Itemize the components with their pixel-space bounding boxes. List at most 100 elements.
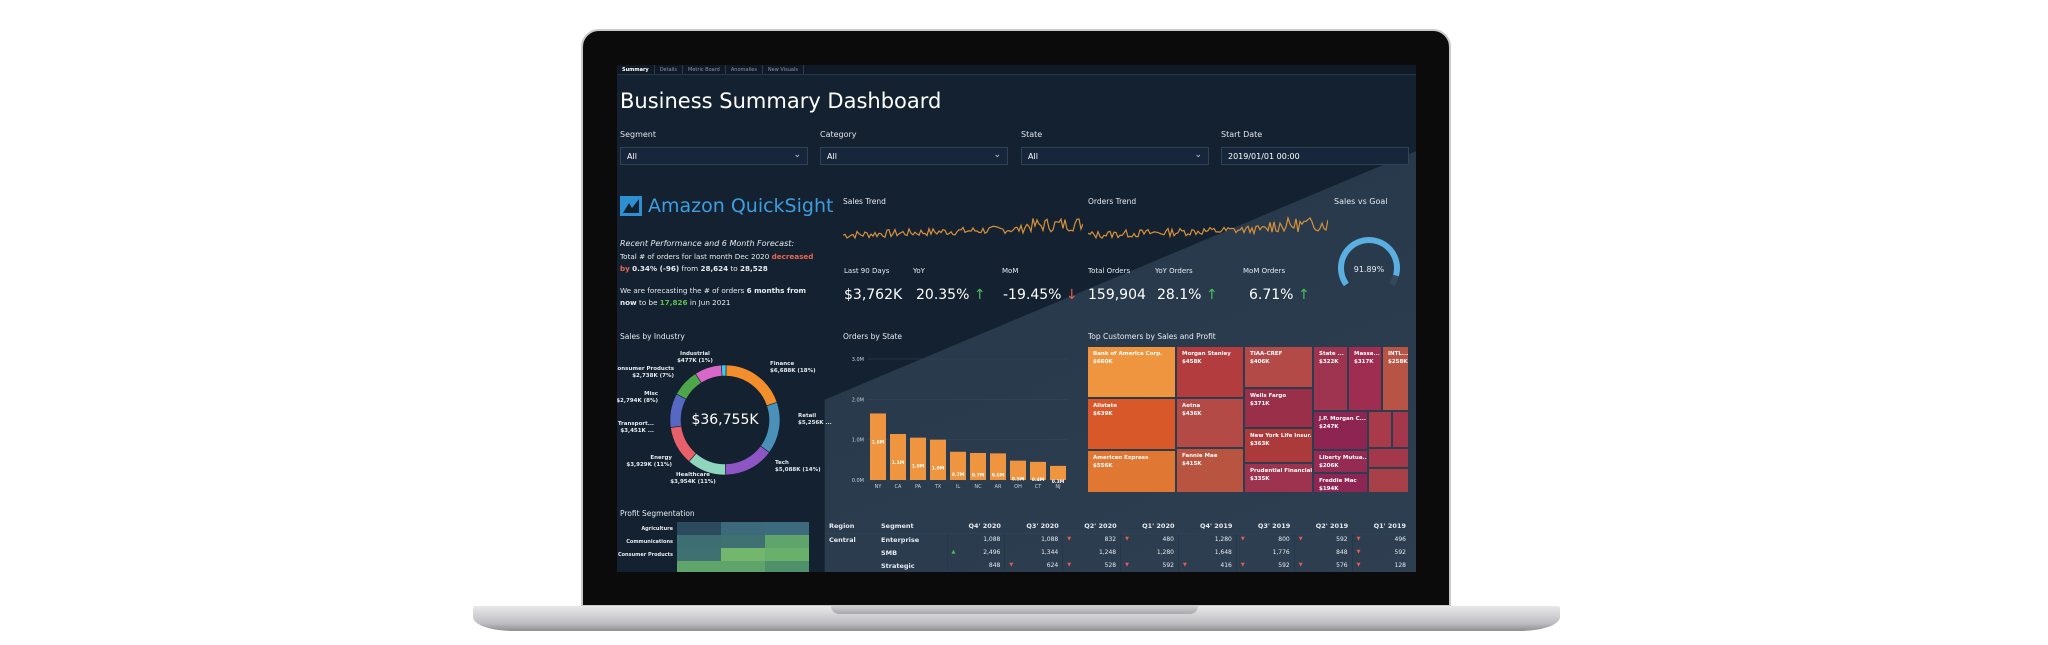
kpi-label: YoY [913, 267, 925, 275]
industry-value: $3,929K (11%) [626, 462, 672, 468]
kpi-label: Last 90 Days [844, 267, 890, 275]
table-row: SMB ▲ 2,496 1,344 1,248 1,280 1,648 1,776 848 ▼ 59… [825, 546, 1410, 559]
customer-sales: $322K [1319, 358, 1339, 365]
start-date-input[interactable]: 2019/01/01 00:00 [1221, 147, 1409, 165]
treemap-cell[interactable]: Wells Fargo $371K [1245, 389, 1312, 427]
bar-IL[interactable] [950, 451, 966, 480]
treemap-cell[interactable] [1369, 469, 1408, 492]
column-header[interactable]: Q2' 2019 [1294, 519, 1353, 534]
customer-name: J.P. Morgan C... [1319, 416, 1366, 422]
treemap-cell[interactable]: Liberty Mutua... $206K [1314, 451, 1367, 472]
heatmap-cell[interactable] [677, 522, 721, 535]
column-header[interactable]: Region [825, 519, 877, 534]
state-value: All [1028, 152, 1038, 161]
bar-CT[interactable] [1030, 461, 1046, 480]
kpi-label: MoM Orders [1243, 267, 1286, 275]
treemap-cell[interactable]: Massa... $317K [1349, 347, 1381, 410]
treemap-cell[interactable] [1369, 412, 1391, 447]
customer-sales: $639K [1093, 410, 1113, 417]
bar-NJ[interactable] [1050, 465, 1066, 480]
customer-sales: $194K [1319, 485, 1339, 492]
state-dropdown[interactable]: All ⌄ [1021, 147, 1209, 165]
heatmap-cell[interactable] [721, 522, 765, 535]
arrow-up-icon: ↑ [1297, 287, 1310, 303]
donut-label: Industrial $477K (1%) [655, 351, 735, 365]
donut-slice-4[interactable] [670, 425, 697, 462]
table-row: Strategic 848 ▼ 624 ▼ 528 ▼ 592 ▼ 416 ▼ 592 ▼ 576 ▼ 128 [825, 559, 1410, 572]
heatmap-row-label: Consumer Products [617, 552, 673, 558]
top-customers-title: Top Customers by Sales and Profit [1088, 332, 1216, 341]
treemap-cell[interactable]: Morgan Stanley $458K [1177, 347, 1243, 397]
heatmap-cell[interactable] [677, 548, 721, 561]
donut-label: Finance $6,688K (18%) [770, 361, 816, 375]
donut-total: $36,755K [691, 412, 759, 428]
column-header[interactable]: Q1' 2019 [1352, 519, 1410, 534]
tab-summary[interactable]: Summary [617, 65, 655, 74]
treemap-cell[interactable]: Prudential Financial $335K [1245, 464, 1312, 492]
column-header[interactable]: Segment [877, 519, 947, 534]
x-tick-label: CT [1035, 484, 1042, 490]
treemap-cell[interactable] [1393, 412, 1408, 447]
triangle-down-icon: ▼ [1356, 549, 1361, 555]
heatmap-cell[interactable] [721, 548, 765, 561]
treemap-cell[interactable]: Aetna $436K [1177, 399, 1243, 447]
tab-anomalies[interactable]: Anomalies [726, 65, 763, 74]
treemap-cell[interactable]: Bank of America Corp. $660K [1088, 347, 1175, 397]
treemap-cell[interactable]: State ... $322K [1314, 347, 1347, 410]
heatmap-cell[interactable] [677, 561, 721, 572]
donut-label: Transport... $3,451K ... [617, 421, 654, 435]
bar-PA[interactable] [910, 437, 926, 480]
industry-name: Retail [798, 413, 817, 419]
x-tick-label: NY [875, 484, 883, 490]
bar-data-label: 0.3M [1052, 479, 1065, 485]
kpi-label: YoY Orders [1155, 267, 1193, 275]
column-header[interactable]: Q4' 2019 [1178, 519, 1237, 534]
category-dropdown[interactable]: All ⌄ [820, 147, 1008, 165]
column-header[interactable]: Q3' 2020 [1004, 519, 1063, 534]
donut-slice-7[interactable] [695, 364, 723, 384]
bar-CA[interactable] [890, 434, 906, 480]
state-label: State [1021, 130, 1043, 139]
treemap-cell[interactable]: Fannie Mae $415K [1177, 449, 1243, 492]
heatmap-cell[interactable] [677, 535, 721, 548]
treemap-cell[interactable]: J.P. Morgan C... $247K [1314, 412, 1367, 449]
column-header[interactable]: Q3' 2019 [1236, 519, 1295, 534]
sales-by-industry-donut [669, 364, 781, 476]
treemap-cell[interactable] [1369, 449, 1408, 467]
column-header[interactable]: Q4' 2020 [947, 519, 1005, 534]
treemap-cell[interactable]: American Express $556K [1088, 451, 1175, 492]
heatmap-cell[interactable] [765, 561, 809, 572]
column-header[interactable]: Q2' 2020 [1062, 519, 1121, 534]
treemap-cell[interactable]: Allstate $639K [1088, 399, 1175, 449]
tab-metric-board[interactable]: Metric Board [683, 65, 726, 74]
bar-AR[interactable] [990, 453, 1006, 480]
heatmap-cell[interactable] [721, 535, 765, 548]
industry-value: $5,088K (14%) [775, 467, 821, 473]
customer-name: Morgan Stanley [1182, 351, 1231, 357]
tab-details[interactable]: Details [655, 65, 684, 74]
bar-NY[interactable] [870, 413, 886, 480]
treemap-cell[interactable]: New York Life Insur... $363K [1245, 429, 1312, 462]
y-tick-label: 1.0M [852, 438, 864, 444]
donut-slice-2[interactable] [725, 445, 770, 476]
segment-dropdown[interactable]: All ⌄ [620, 147, 808, 165]
bar-OH[interactable] [1010, 460, 1026, 480]
bar-data-label: 1.6M [872, 439, 885, 445]
heatmap-cell[interactable] [721, 561, 765, 572]
heatmap-cell[interactable] [765, 548, 809, 561]
heatmap-cell[interactable] [765, 535, 809, 548]
heatmap-cell[interactable] [765, 522, 809, 535]
narrative-line-2: We are forecasting the # of orders 6 mon… [620, 285, 807, 308]
column-header[interactable]: Q1' 2020 [1120, 519, 1179, 534]
sheet-tabs: Summary Details Metric Board Anomalies N… [617, 65, 1416, 75]
kpi-label: MoM [1002, 267, 1019, 275]
kpi-value: $3,762K [844, 287, 903, 303]
segment-value: All [627, 152, 637, 161]
treemap-cell[interactable]: TIAA-CREF $406K [1245, 347, 1312, 387]
tab-new-visuals[interactable]: New Visuals [763, 65, 804, 74]
bar-NC[interactable] [970, 452, 986, 480]
treemap-cell[interactable]: Freddie Mac $194K [1314, 474, 1367, 492]
bar-TX[interactable] [930, 439, 946, 480]
donut-slice-8[interactable] [720, 364, 727, 377]
treemap-cell[interactable]: INTL... $258K [1383, 347, 1408, 410]
